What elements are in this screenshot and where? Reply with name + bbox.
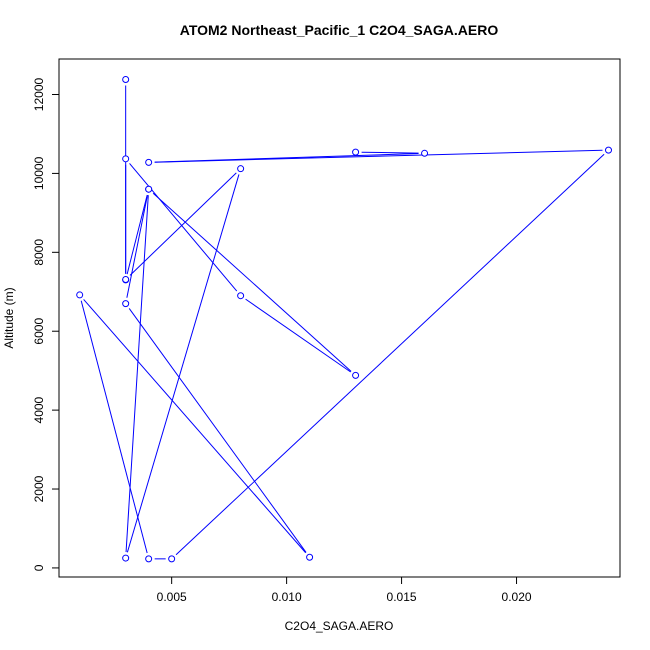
series-segment xyxy=(175,153,605,556)
data-point xyxy=(122,300,130,308)
y-tick-label: 10000 xyxy=(32,156,46,190)
data-point xyxy=(145,185,153,193)
series-lines xyxy=(80,85,605,560)
y-tick-label: 6000 xyxy=(32,318,46,345)
series-segment xyxy=(80,300,148,554)
data-point xyxy=(237,292,245,300)
x-axis-label: C2O4_SAGA.AERO xyxy=(285,619,394,633)
y-tick-label: 12000 xyxy=(32,77,46,111)
y-axis-label: Altitude (m) xyxy=(2,287,16,348)
series-segment xyxy=(245,298,351,373)
series-segment xyxy=(126,194,148,298)
series-segment xyxy=(154,149,603,163)
series-segment xyxy=(129,172,237,276)
data-point xyxy=(122,554,130,562)
series-segment xyxy=(154,152,419,163)
data-point xyxy=(237,165,245,173)
data-point xyxy=(605,146,613,154)
series-segment xyxy=(129,163,238,292)
series-points xyxy=(76,76,613,563)
y-axis: 0 2000 4000 6000 8000 10000 12000 xyxy=(32,77,60,571)
series-segment xyxy=(125,195,149,553)
x-tick-label: 0.020 xyxy=(502,590,532,604)
y-tick-label: 8000 xyxy=(32,239,46,266)
y-tick-label: 0 xyxy=(32,564,46,571)
data-point xyxy=(352,148,360,156)
y-tick-label: 2000 xyxy=(32,475,46,502)
data-point xyxy=(421,149,429,157)
data-point xyxy=(122,155,130,163)
data-point xyxy=(145,555,153,563)
series-segment xyxy=(128,308,307,553)
data-point xyxy=(76,291,84,299)
series-segment xyxy=(152,192,352,372)
x-axis: 0.005 0.010 0.015 0.020 xyxy=(157,576,532,604)
data-point xyxy=(168,555,176,563)
data-point xyxy=(145,158,153,166)
series-segment xyxy=(126,174,240,553)
series-segment xyxy=(361,151,419,154)
data-point xyxy=(306,553,314,561)
x-tick-label: 0.015 xyxy=(387,590,417,604)
x-tick-label: 0.010 xyxy=(272,590,302,604)
chart-title: ATOM2 Northeast_Pacific_1 C2O4_SAGA.AERO xyxy=(180,22,499,38)
series-segment xyxy=(83,299,307,554)
series-segment xyxy=(126,194,148,275)
x-tick-label: 0.005 xyxy=(157,590,187,604)
y-tick-label: 4000 xyxy=(32,396,46,423)
data-point xyxy=(352,371,360,379)
data-point xyxy=(122,76,130,84)
data-point xyxy=(122,276,130,284)
